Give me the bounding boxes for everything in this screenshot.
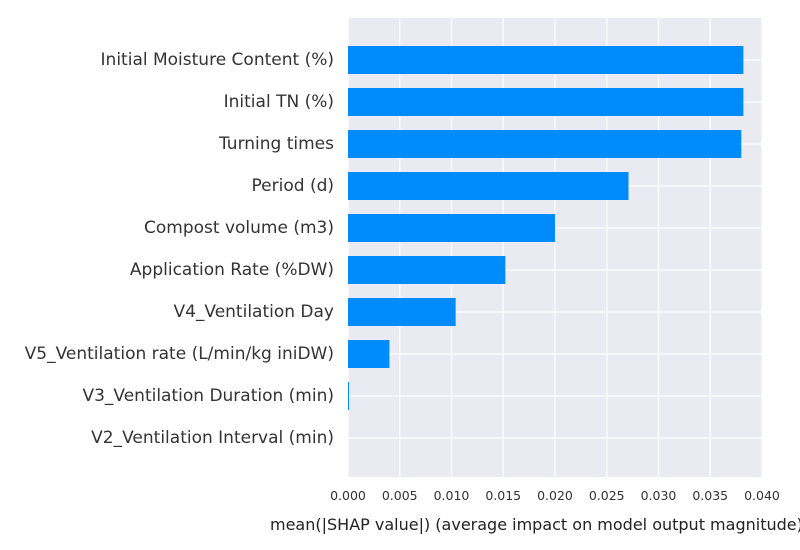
bar <box>348 88 744 116</box>
x-tick-labels: 0.000 0.005 0.010 0.015 0.020 0.025 0.030 0.035… <box>330 488 780 503</box>
bar <box>348 214 555 242</box>
category-label: Initial Moisture Content (%) <box>101 50 334 70</box>
x-tick-label: 0.035 <box>692 488 728 503</box>
bar <box>348 46 744 74</box>
category-labels: Initial Moisture Content (%) Initial TN (… <box>25 50 334 448</box>
x-tick-label: 0.015 <box>485 488 521 503</box>
x-axis-title: mean(|SHAP value|) (average impact on mo… <box>270 515 800 534</box>
bar <box>348 130 742 158</box>
category-label: Initial TN (%) <box>224 92 334 112</box>
x-tick-label: 0.010 <box>434 488 470 503</box>
category-label: V4_Ventilation Day <box>173 302 334 322</box>
category-label: Period (d) <box>252 176 334 196</box>
bar <box>348 382 350 410</box>
bar <box>348 172 629 200</box>
category-label: V2_Ventilation Interval (min) <box>91 428 334 448</box>
x-tick-label: 0.000 <box>330 488 366 503</box>
bar <box>348 298 456 326</box>
x-tick-label: 0.020 <box>537 488 573 503</box>
bars-group <box>348 46 744 410</box>
bar <box>348 340 390 368</box>
x-tick-label: 0.030 <box>641 488 677 503</box>
category-label: V3_Ventilation Duration (min) <box>82 386 334 406</box>
bar <box>348 256 506 284</box>
category-label: Compost volume (m3) <box>144 218 334 238</box>
category-label: V5_Ventilation rate (L/min/kg iniDW) <box>25 344 334 364</box>
x-tick-label: 0.005 <box>382 488 418 503</box>
category-label: Application Rate (%DW) <box>130 260 334 280</box>
category-label: Turning times <box>218 134 334 154</box>
x-tick-label: 0.040 <box>744 488 780 503</box>
x-tick-label: 0.025 <box>589 488 625 503</box>
